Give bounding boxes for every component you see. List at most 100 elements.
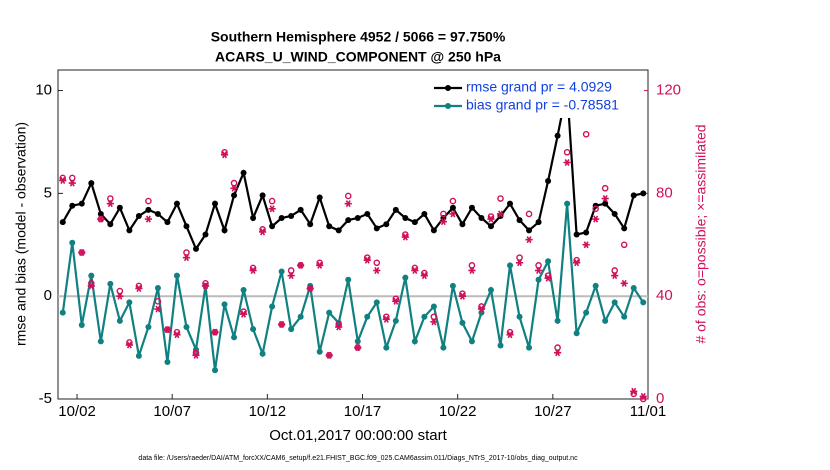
series-point <box>116 317 123 324</box>
star-stroke <box>621 279 627 287</box>
star-stroke <box>640 392 646 400</box>
series-point <box>545 258 552 265</box>
series-point <box>373 299 380 306</box>
star-stroke <box>269 205 275 213</box>
series-point <box>430 227 437 234</box>
series-point <box>602 200 609 207</box>
obs-assimilated <box>354 344 362 352</box>
obs-assimilated <box>525 236 533 244</box>
obs-assimilated <box>335 323 343 331</box>
obs-possible <box>449 197 457 205</box>
series-point <box>269 223 276 230</box>
series-point <box>164 358 171 365</box>
series-point <box>107 221 114 228</box>
obs-assimilated <box>468 266 476 275</box>
obs-assimilated <box>316 261 324 269</box>
x-tick-label: 10/17 <box>344 403 382 420</box>
obs-assimilated <box>420 272 428 280</box>
obs-assimilated <box>620 279 628 287</box>
obs-assimilated <box>68 179 76 187</box>
star-stroke <box>107 200 113 208</box>
y-axis-label: rmse and bias (model - observation) <box>13 122 29 346</box>
star-stroke <box>222 151 228 159</box>
obs-assimilated <box>116 292 124 300</box>
series-point <box>316 348 323 355</box>
series-point <box>583 309 590 316</box>
series-point <box>135 352 142 359</box>
obs-assimilated <box>230 184 238 192</box>
series-point <box>611 210 618 217</box>
series-point <box>411 338 418 345</box>
obs-assimilated <box>458 292 467 300</box>
star-stroke <box>250 266 256 275</box>
series-point <box>335 227 342 234</box>
series-point <box>345 276 352 283</box>
chart-title: Southern Hemisphere 4952 / 5066 = 97.750… <box>211 29 506 45</box>
x-axis-label: Oct.01,2017 00:00:00 start <box>269 427 447 444</box>
series-point <box>440 344 447 351</box>
star-stroke <box>183 254 189 262</box>
obs-possible <box>344 192 352 200</box>
series-point <box>468 338 475 345</box>
series-point <box>392 317 399 324</box>
star-stroke <box>326 351 332 359</box>
series-point <box>535 219 542 226</box>
series-point <box>621 313 628 320</box>
star-stroke <box>412 266 418 275</box>
series-point <box>212 200 219 207</box>
obs-assimilated <box>582 241 590 249</box>
y2-tick-label: 0 <box>656 390 664 407</box>
star-stroke <box>288 272 294 280</box>
series-point <box>240 169 247 176</box>
series-point <box>430 303 437 310</box>
obs-possible <box>154 298 162 305</box>
y-tick-label: -5 <box>39 390 52 407</box>
star-stroke <box>564 159 570 167</box>
obs-assimilated <box>553 349 562 357</box>
star-stroke <box>545 274 551 282</box>
star-stroke <box>440 218 446 226</box>
star-stroke <box>355 344 361 352</box>
obs-assimilated <box>106 200 114 208</box>
series-point <box>97 338 104 345</box>
obs-possible <box>525 210 533 218</box>
y-tick-label: 5 <box>44 184 52 201</box>
series-point <box>449 204 456 211</box>
obs-assimilated <box>211 328 219 336</box>
star-stroke <box>507 331 513 339</box>
obs-possible <box>373 259 381 267</box>
series-point <box>154 284 161 291</box>
star-stroke <box>421 272 427 280</box>
series-point <box>611 299 618 306</box>
obs-assimilated <box>534 266 543 275</box>
star-stroke <box>612 272 618 280</box>
series-point <box>354 215 361 222</box>
series-point <box>326 309 333 316</box>
obs-assimilated <box>506 331 514 339</box>
series-point <box>383 344 390 351</box>
star-stroke <box>450 210 456 218</box>
star-stroke <box>145 215 151 223</box>
series-point <box>192 245 199 252</box>
series-point <box>288 212 295 219</box>
star-stroke <box>593 215 599 223</box>
series-point <box>297 206 304 213</box>
obs-assimilated <box>382 315 390 323</box>
obs-assimilated <box>182 254 191 262</box>
series-point <box>250 326 257 333</box>
series-point <box>240 287 247 294</box>
star-stroke <box>126 341 132 349</box>
obs-possible <box>497 195 504 202</box>
star-stroke <box>136 284 142 292</box>
star-stroke <box>164 326 170 334</box>
obs-assimilated <box>601 194 609 203</box>
series-point <box>602 317 609 324</box>
series-point <box>107 280 114 287</box>
obs-assimilated <box>477 305 486 313</box>
obs-assimilated <box>78 248 86 257</box>
obs-possible <box>107 195 114 202</box>
star-stroke <box>155 305 161 313</box>
series-point <box>173 200 180 207</box>
series-point <box>126 299 133 306</box>
chart-subtitle: ACARS_U_WIND_COMPONENT @ 250 hPa <box>215 49 501 65</box>
